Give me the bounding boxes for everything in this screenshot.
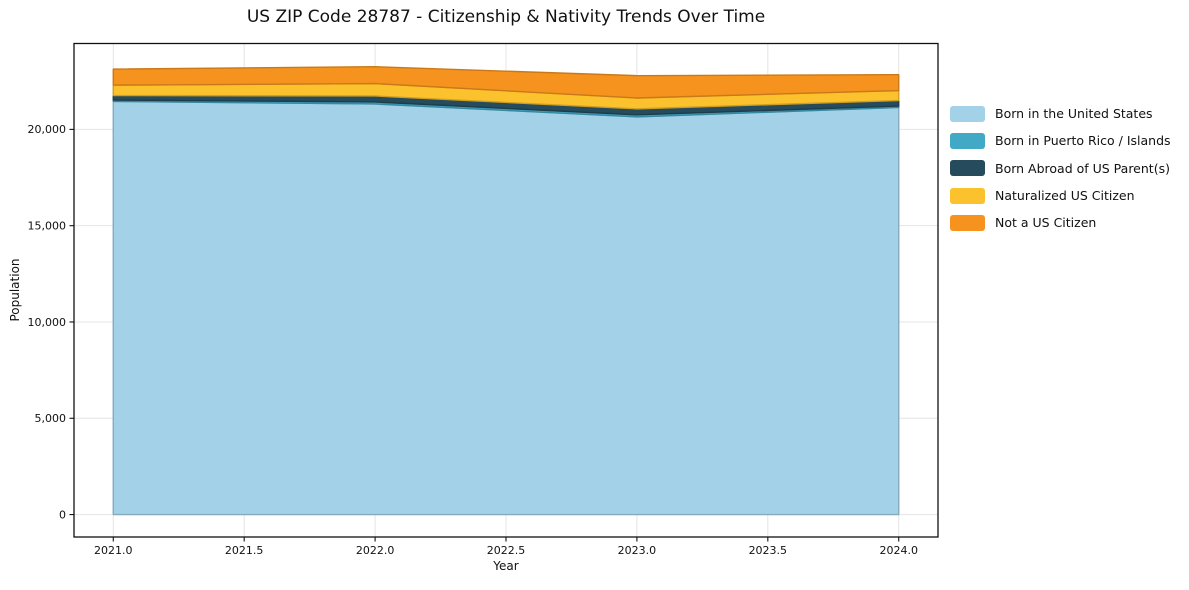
chart-title: US ZIP Code 28787 - Citizenship & Nativi… bbox=[246, 7, 766, 27]
x-tick-label: 2022.0 bbox=[356, 544, 395, 557]
area-series-born-in-the-united-states bbox=[112, 100, 900, 516]
y-tick-label: 15,000 bbox=[28, 219, 67, 232]
legend-label: Naturalized US Citizen bbox=[995, 188, 1135, 204]
legend-swatch bbox=[950, 105, 985, 122]
legend-label: Not a US Citizen bbox=[995, 215, 1097, 231]
y-tick-label: 5,000 bbox=[35, 412, 67, 425]
legend-item: Born in Puerto Rico / Islands bbox=[950, 127, 1171, 154]
legend-swatch bbox=[950, 187, 985, 204]
x-tick-label: 2021.5 bbox=[225, 544, 264, 557]
legend-swatch bbox=[950, 214, 985, 231]
x-tick-label: 2022.5 bbox=[487, 544, 526, 557]
y-tick-label: 20,000 bbox=[28, 123, 67, 136]
legend-label: Born in the United States bbox=[995, 106, 1153, 122]
legend-swatch bbox=[950, 132, 985, 149]
legend-swatch bbox=[950, 160, 985, 177]
legend-label: Born in Puerto Rico / Islands bbox=[995, 133, 1171, 149]
x-axis-label: Year bbox=[493, 559, 519, 573]
legend-item: Naturalized US Citizen bbox=[950, 182, 1171, 209]
legend-item: Born Abroad of US Parent(s) bbox=[950, 155, 1171, 182]
y-tick-label: 10,000 bbox=[28, 316, 67, 329]
y-tick-label: 0 bbox=[59, 508, 66, 521]
legend-label: Born Abroad of US Parent(s) bbox=[995, 160, 1170, 176]
x-tick-label: 2021.0 bbox=[94, 544, 133, 557]
x-tick-label: 2023.0 bbox=[618, 544, 657, 557]
x-tick-label: 2023.5 bbox=[749, 544, 788, 557]
legend-item: Born in the United States bbox=[950, 100, 1171, 127]
x-tick-label: 2024.0 bbox=[879, 544, 918, 557]
area-series-not-a-us-citizen bbox=[112, 66, 900, 99]
legend: Born in the United States Born in Puerto … bbox=[950, 100, 1171, 236]
legend-item: Not a US Citizen bbox=[950, 209, 1171, 236]
y-axis-label: Population bbox=[8, 258, 22, 322]
